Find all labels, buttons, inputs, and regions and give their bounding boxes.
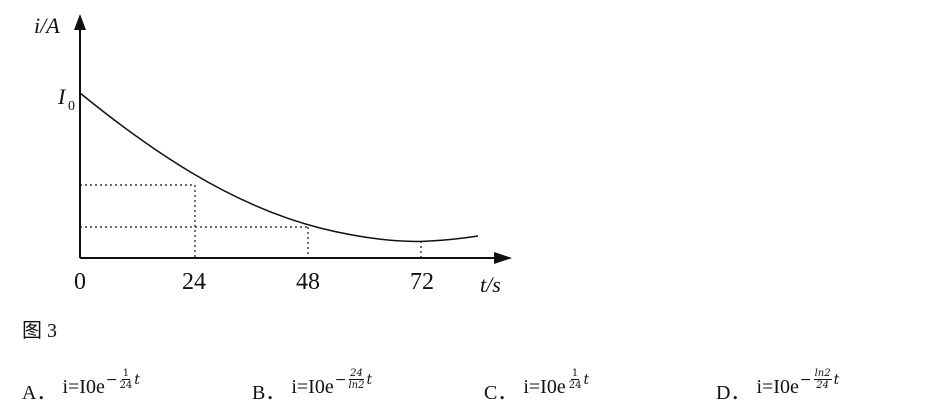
y-axis-label: i/A [34, 13, 60, 38]
exponent: 1 24 t [567, 368, 589, 391]
option-formula: i=I0e [291, 376, 334, 398]
option-letter: D． [716, 382, 751, 404]
option: B． i=I0e −24 ln2 t [252, 368, 372, 405]
x-tick-label: 0 [74, 269, 86, 295]
denominator: 24 [119, 380, 133, 391]
numerator: 24 [349, 368, 364, 380]
x-tick-label: 24 [182, 269, 206, 295]
figure: i/A t/s I 0 0 24 48 72 [34, 13, 512, 297]
figure-caption: 图 3 [22, 320, 57, 342]
fraction: 1 24 [569, 368, 582, 391]
denominator: ln2 [348, 380, 365, 391]
x-arrow [494, 252, 512, 264]
x-tick-label: 72 [410, 269, 434, 295]
decay-curve [79, 92, 479, 243]
i0-subscript: 0 [68, 99, 75, 114]
exponent: −24 ln2 t [335, 368, 372, 391]
exponent-variable: t [134, 371, 140, 388]
exponent-variable: t [583, 371, 590, 388]
option: C． i=I0e 1 24 t [484, 368, 589, 405]
fraction: ln2 24 [813, 368, 832, 391]
option-letter: B． [252, 382, 286, 404]
option-formula: i=I0e [523, 376, 566, 398]
exponent: − ln2 24 t [800, 368, 839, 391]
option: D． i=I0e − ln2 24 t [716, 368, 839, 405]
denominator: 24 [568, 380, 582, 391]
fraction: 24 ln2 [348, 368, 364, 391]
option-letter: C． [484, 382, 518, 404]
exponent-sign: − [334, 371, 347, 388]
y-arrow [74, 14, 86, 30]
numerator: 1 [570, 368, 580, 380]
exponent-sign: − [105, 371, 118, 388]
denominator: 24 [816, 380, 829, 391]
option: A． i=I0e −1 24 t [22, 368, 140, 405]
option-formula: i=I0e [62, 376, 105, 398]
numerator: ln2 [813, 368, 832, 380]
numerator: 1 [121, 368, 131, 380]
exponent-variable: t [833, 371, 840, 388]
option-formula: i=I0e [756, 376, 799, 398]
exponent-variable: t [366, 371, 373, 388]
x-axis-label: t/s [480, 272, 501, 297]
exponent: −1 24 t [106, 368, 140, 391]
fraction: 1 24 [120, 368, 133, 391]
i0-label: I [57, 84, 67, 109]
exponent-sign: − [799, 371, 812, 388]
x-tick-label: 48 [296, 269, 320, 295]
option-letter: A． [22, 382, 57, 404]
